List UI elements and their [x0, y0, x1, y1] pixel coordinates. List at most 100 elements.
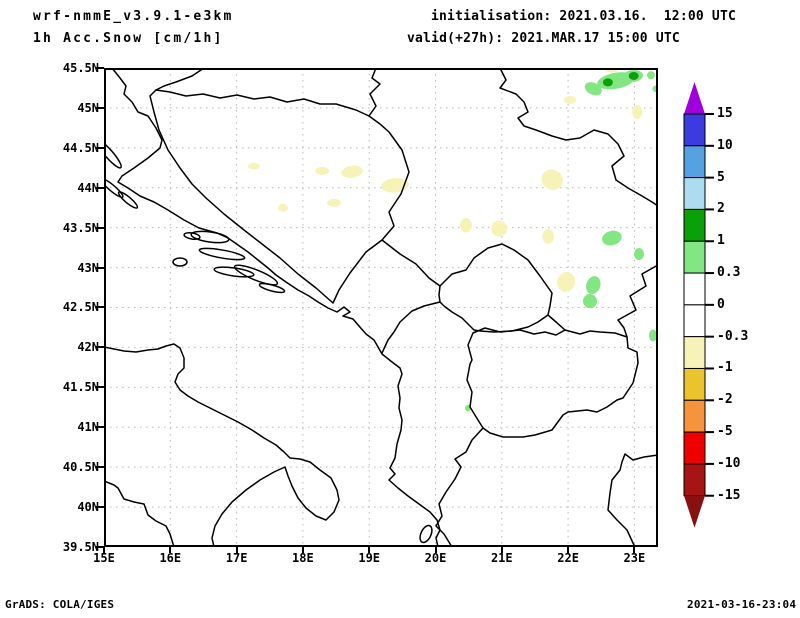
lat-tick-label: 45N	[77, 100, 99, 115]
lon-tick-mark	[633, 547, 636, 553]
lat-tick-mark	[96, 545, 104, 548]
plot-timestamp: 2021-03-16-23:04	[687, 598, 797, 611]
border-macedonia-outline	[466, 327, 639, 438]
snow-spot-snow_light	[646, 71, 655, 80]
colorbar-level-label: -0.3	[717, 328, 749, 344]
lat-tick-label: 43N	[77, 260, 99, 275]
border-bosnia-outline	[149, 89, 410, 304]
colorbar-level-label: 15	[717, 106, 733, 121]
colorbar-level-label: 2	[717, 201, 725, 217]
colorbar-segment	[683, 208, 706, 242]
lat-tick-mark	[96, 506, 104, 509]
colorbar-level-label: -1	[717, 360, 733, 376]
lat-tick-mark	[96, 146, 104, 149]
colorbar-segment	[683, 304, 706, 338]
lon-tick-label: 16E	[159, 551, 182, 565]
snow-spot-snow_light	[602, 230, 622, 246]
lon-tick-mark	[301, 547, 304, 553]
field-title: 1h Acc.Snow [cm/1h]	[33, 31, 224, 46]
lat-tick-mark	[96, 386, 104, 389]
island-mljet	[258, 282, 286, 294]
colorbar-segment	[683, 367, 706, 401]
lon-tick-label: 18E	[292, 551, 314, 565]
island-pag	[104, 139, 122, 169]
colorbar-level-label: 1	[717, 233, 725, 249]
lat-tick-label: 43.5N	[62, 220, 99, 235]
snow-spot-neg_light	[315, 166, 330, 175]
lon-tick-label: 22E	[557, 551, 579, 565]
border-montenegro-albania	[381, 301, 441, 354]
snow-spot-neg_light	[541, 169, 563, 190]
snow-spot-neg_light	[542, 229, 555, 244]
border-slovenia-croatia	[155, 68, 205, 91]
island-corfu	[419, 524, 433, 544]
colorbar-level-label: -15	[717, 487, 741, 503]
colorbar-level-label: -10	[717, 455, 741, 471]
lat-tick-label: 41N	[77, 420, 99, 435]
lat-tick-label: 42.5N	[62, 300, 99, 315]
lat-tick-mark	[96, 266, 104, 269]
snow-spot-neg_light	[460, 218, 472, 233]
border-serbia-bulgaria	[617, 264, 658, 338]
snow-spot-neg_light	[247, 163, 260, 170]
lon-tick-label: 17E	[225, 551, 248, 565]
snow-spots	[247, 68, 658, 412]
colorbar-segment	[683, 336, 706, 369]
coastline-greece-aegean	[607, 453, 658, 547]
snow-spot-neg_light	[557, 272, 576, 292]
lon-tick-mark	[567, 547, 570, 553]
colorbar-level-label: 0.3	[717, 265, 741, 281]
lat-tick-mark	[96, 466, 104, 469]
lat-tick-mark	[96, 426, 104, 429]
snow-spot-neg_light	[564, 95, 577, 104]
colorbar-segment	[683, 399, 706, 433]
island-dugi-otok	[104, 177, 124, 199]
snow-spot-neg_light	[491, 220, 508, 237]
lat-tick-mark	[96, 106, 104, 109]
snow-spot-snow_mod	[602, 78, 613, 87]
snow-spot-neg_light	[327, 198, 342, 207]
lat-tick-label: 40.5N	[62, 460, 99, 475]
island-vis	[172, 257, 188, 267]
lon-tick-label: 20E	[424, 551, 447, 565]
lat-tick-label: 41.5N	[62, 380, 99, 395]
border-serbia-romania	[499, 68, 658, 207]
lat-tick-mark	[96, 226, 104, 229]
colorbar-segment	[683, 463, 706, 497]
lat-tick-label: 44N	[77, 180, 99, 195]
lat-tick-mark	[96, 346, 104, 349]
valid-time-label: valid(+27h): 2021.MAR.17 15:00 UTC	[407, 31, 680, 46]
island-kornati	[117, 191, 139, 209]
lon-tick-mark	[235, 547, 238, 553]
border-montenegro-serbia	[381, 239, 441, 287]
colorbar-level-label: -5	[717, 424, 733, 440]
island-hvar	[198, 247, 246, 261]
lon-tick-mark	[500, 547, 503, 553]
coastline-italy-tyrrhenian	[104, 480, 175, 547]
lat-tick-label: 39.5N	[62, 539, 99, 554]
colorbar-level-label: 5	[717, 169, 725, 185]
lat-tick-label: 45.5N	[62, 61, 99, 75]
colorbar-segment	[683, 272, 706, 306]
snow-spot-snow_light	[648, 329, 657, 342]
snow-spot-snow_light	[584, 82, 602, 96]
map-outlines	[104, 68, 658, 547]
snow-spot-neg_light	[632, 104, 643, 120]
border-serbia-macedonia	[547, 314, 566, 331]
lat-tick-label: 44.5N	[62, 140, 99, 155]
colorbar-level-label: -2	[717, 392, 733, 408]
colorbar-arrow-below	[684, 495, 705, 528]
lon-tick-mark	[169, 547, 172, 553]
snow-spot-neg_light	[381, 178, 409, 193]
lat-lon-gridlines	[104, 68, 658, 547]
island-brac	[190, 230, 230, 244]
lat-tick-label: 40N	[77, 500, 99, 515]
island-peljesac	[233, 264, 279, 286]
adriatic-islands	[104, 139, 433, 544]
snow-spot-neg_light	[278, 203, 288, 212]
lat-tick-mark	[96, 67, 104, 69]
lat-tick-label: 42N	[77, 340, 99, 355]
border-albania-greece	[435, 427, 484, 547]
colorbar-level-label: 10	[717, 137, 733, 153]
